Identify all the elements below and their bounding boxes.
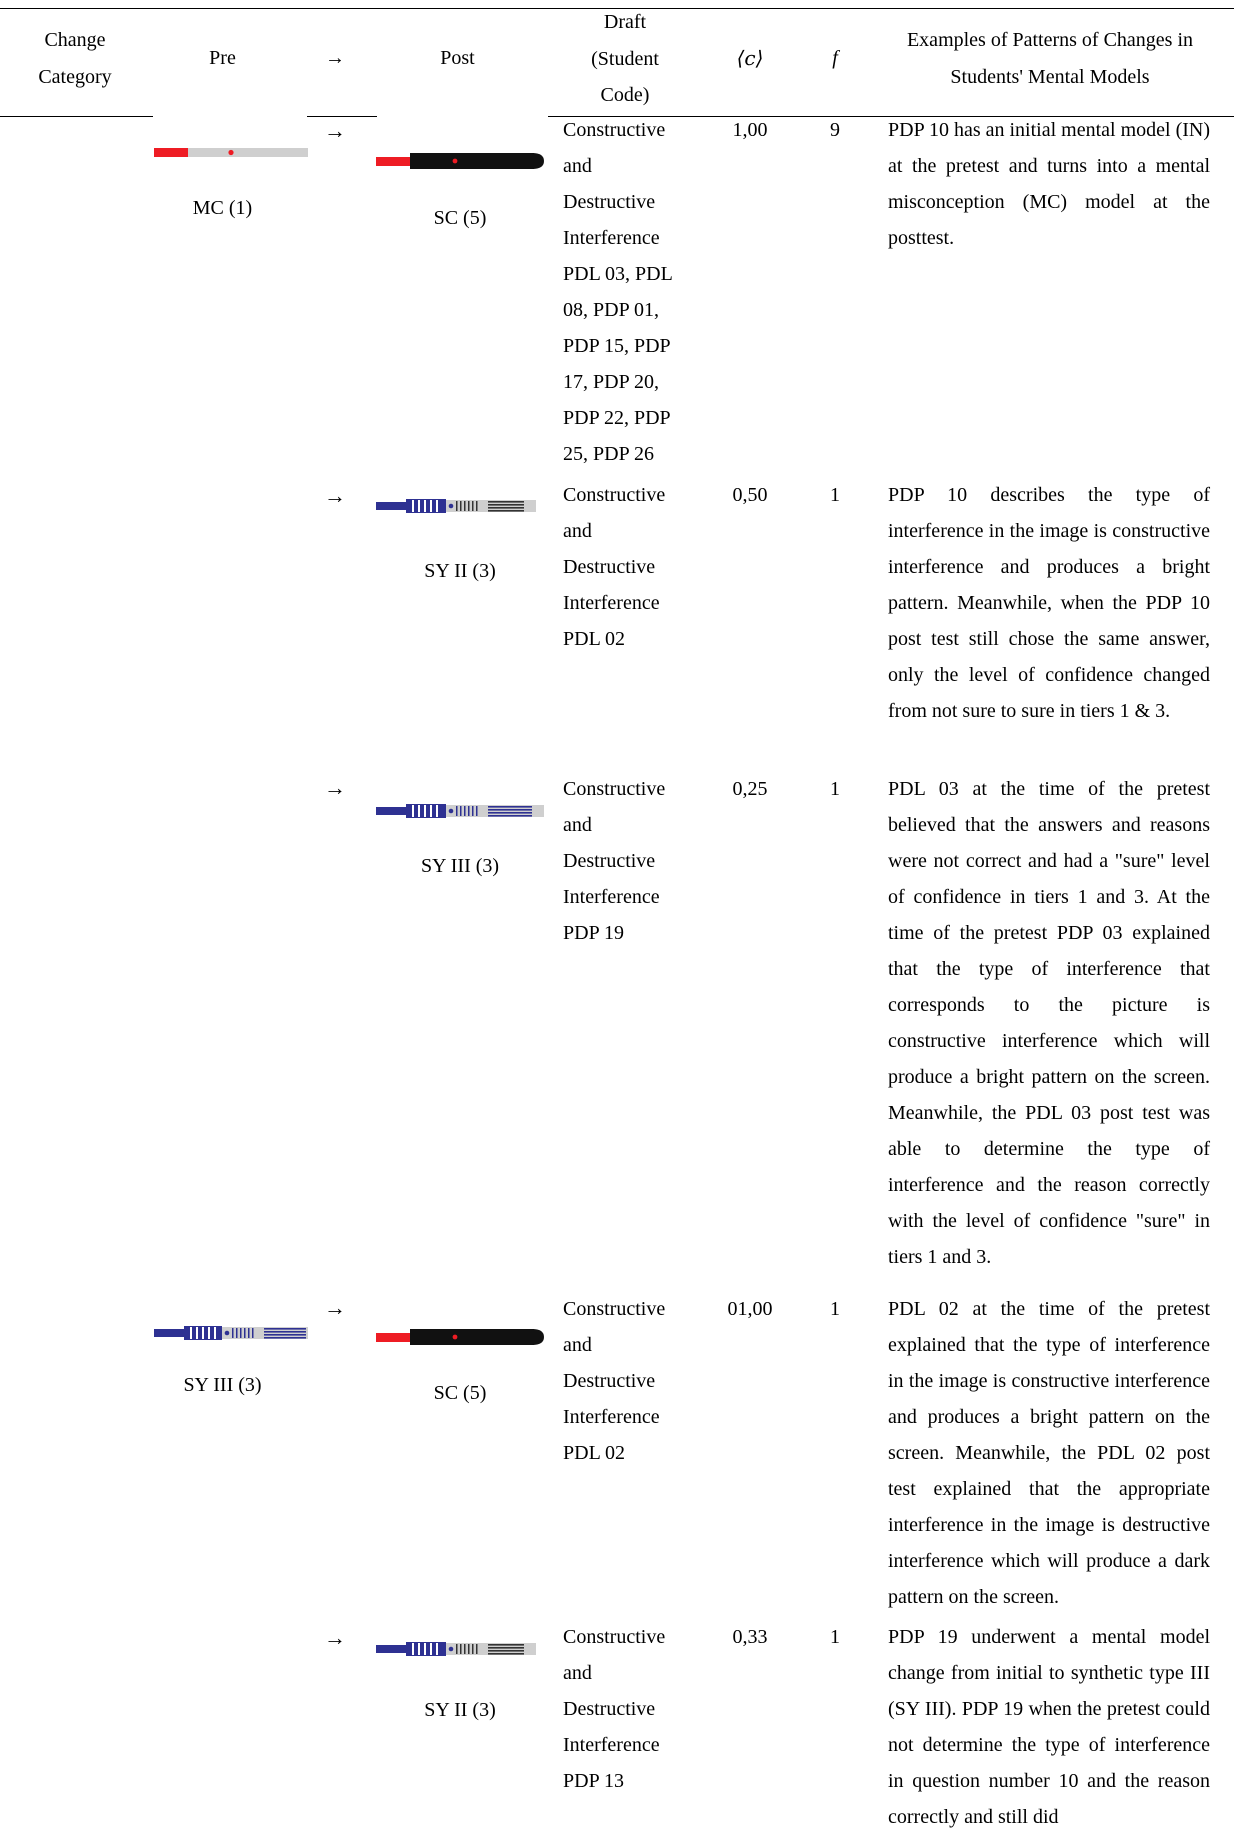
f-value: 1 — [830, 1298, 840, 1320]
change-arrow: → — [324, 1625, 346, 1650]
header-draft: Draft (Student Code) — [591, 11, 659, 106]
example-text: PDP 19 underwent a mental model change f… — [888, 1626, 1210, 1828]
header-change-category: Change Category — [38, 29, 112, 88]
draft-text: Constructive and Destructive Interferenc… — [563, 119, 673, 465]
change-arrow: → — [324, 1295, 346, 1320]
f-value: 1 — [830, 778, 840, 800]
mental-model-bar-sc — [376, 1329, 544, 1345]
pre-label: MC (1) — [192, 197, 253, 219]
draft-text: Constructive and Destructive Interferenc… — [563, 1626, 666, 1792]
mental-model-bar-sy-ii — [376, 499, 536, 513]
table-top-rule — [0, 8, 1234, 9]
header-examples: Examples of Patterns of Changes in Stude… — [906, 29, 1194, 88]
mental-model-bar-sy-ii — [376, 1642, 536, 1656]
f-value: 1 — [830, 1626, 840, 1648]
header-c: ⟨c⟩ — [736, 46, 764, 70]
draft-text: Constructive and Destructive Interferenc… — [563, 484, 666, 650]
post-label: SY II (3) — [424, 1699, 496, 1721]
post-label: SY III (3) — [420, 855, 500, 877]
change-arrow: → — [324, 118, 346, 143]
mental-model-bar-mc — [154, 148, 308, 157]
change-arrow: → — [324, 483, 346, 508]
c-value: 1,00 — [732, 119, 768, 141]
header-rule-arrow — [307, 116, 377, 117]
change-arrow: → — [324, 775, 346, 800]
mental-model-bar-sy-iii — [376, 804, 544, 818]
c-value: 01,00 — [727, 1298, 773, 1320]
draft-text: Constructive and Destructive Interferenc… — [563, 778, 666, 944]
header-rule-right — [548, 116, 1234, 117]
c-value: 0,33 — [732, 1626, 768, 1648]
post-label: SC (5) — [433, 1382, 487, 1404]
header-pre: Pre — [209, 47, 236, 69]
header-arrow: → — [325, 47, 345, 69]
pre-label: SY III (3) — [183, 1374, 262, 1396]
header-rule-change-category — [0, 116, 153, 117]
f-value: 9 — [830, 119, 840, 141]
example-text: PDP 10 has an initial mental model (IN) … — [888, 119, 1210, 249]
mental-model-bar-sc — [376, 153, 544, 169]
example-text: PDL 03 at the time of the pretest believ… — [888, 778, 1210, 1268]
example-text: PDL 02 at the time of the pretest explai… — [888, 1298, 1210, 1608]
mental-model-bar-sy-iii — [154, 1326, 308, 1340]
draft-text: Constructive and Destructive Interferenc… — [563, 1298, 666, 1464]
header-f: f — [832, 47, 838, 69]
c-value: 0,50 — [732, 484, 768, 506]
f-value: 1 — [830, 484, 840, 506]
post-label: SY II (3) — [424, 560, 496, 582]
example-text: PDP 10 describes the type of interferenc… — [888, 484, 1210, 722]
post-label: SC (5) — [433, 207, 487, 229]
c-value: 0,25 — [732, 778, 768, 800]
header-post: Post — [440, 47, 475, 69]
